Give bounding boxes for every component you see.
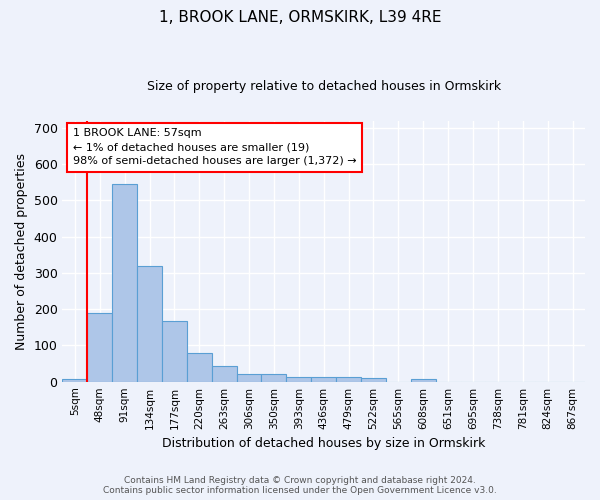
Text: 1 BROOK LANE: 57sqm
← 1% of detached houses are smaller (19)
98% of semi-detache: 1 BROOK LANE: 57sqm ← 1% of detached hou… <box>73 128 356 166</box>
Bar <box>162 321 187 382</box>
X-axis label: Distribution of detached houses by size in Ormskirk: Distribution of detached houses by size … <box>162 437 485 450</box>
Text: 1, BROOK LANE, ORMSKIRK, L39 4RE: 1, BROOK LANE, ORMSKIRK, L39 4RE <box>159 10 441 25</box>
Text: Contains HM Land Registry data © Crown copyright and database right 2024.
Contai: Contains HM Land Registry data © Crown c… <box>103 476 497 495</box>
Bar <box>137 266 162 382</box>
Bar <box>236 374 262 382</box>
Bar <box>311 376 336 382</box>
Bar <box>286 377 311 382</box>
Bar <box>212 366 236 382</box>
Title: Size of property relative to detached houses in Ormskirk: Size of property relative to detached ho… <box>146 80 501 93</box>
Bar <box>411 379 436 382</box>
Bar <box>262 374 286 382</box>
Bar <box>62 379 88 382</box>
Bar <box>88 313 112 382</box>
Bar <box>336 376 361 382</box>
Bar <box>187 354 212 382</box>
Bar <box>361 378 386 382</box>
Y-axis label: Number of detached properties: Number of detached properties <box>15 152 28 350</box>
Bar <box>112 184 137 382</box>
